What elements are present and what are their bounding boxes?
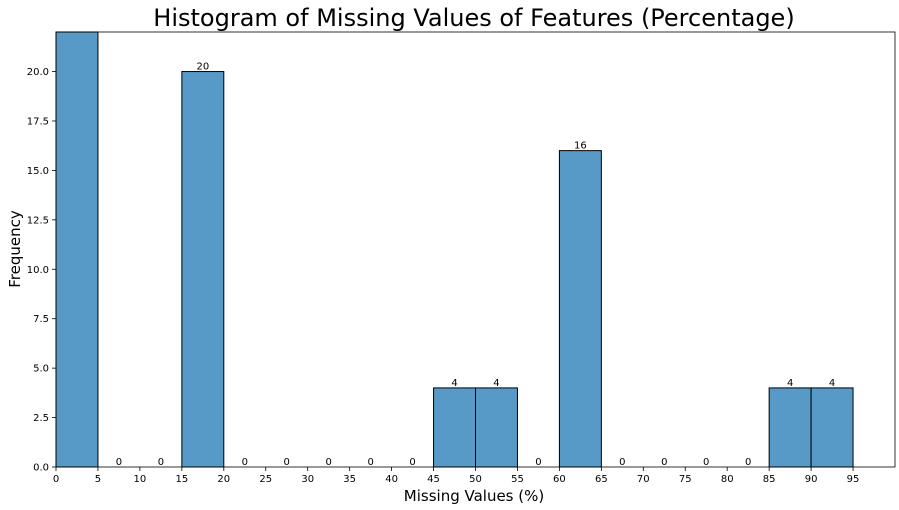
- x-axis-ticks: 0 5 10 15 20 25 30 35 40 45 50 55 60 65 70 75 80 85 90 95: [53, 467, 860, 485]
- y-tick-label: 0.0: [33, 463, 49, 474]
- bar-value-label: 4: [451, 378, 457, 389]
- x-tick-label: 85: [763, 474, 776, 485]
- y-tick-label: 17.5: [27, 116, 49, 127]
- x-tick-label: 70: [637, 474, 650, 485]
- x-tick-label: 20: [217, 474, 230, 485]
- x-tick-label: 90: [805, 474, 818, 485]
- bar-value-label: 0: [325, 457, 331, 468]
- y-tick-label: 7.5: [33, 314, 49, 325]
- y-axis-ticks: 0.0 2.5 5.0 7.5 10.0 12.5 15.0 17.5 20.0: [27, 67, 56, 474]
- histogram-bar: [433, 387, 476, 468]
- bar-value-label: 20: [196, 62, 209, 73]
- y-tick-label: 10.0: [27, 265, 49, 276]
- x-tick-label: 40: [385, 474, 398, 485]
- bar-value-label: 16: [574, 141, 587, 152]
- histogram-bar: [181, 71, 225, 468]
- y-tick-label: 15.0: [27, 166, 49, 177]
- histogram-bar: [475, 387, 518, 468]
- x-tick-label: 30: [301, 474, 314, 485]
- bar-value-label: 4: [493, 378, 499, 389]
- data-labels-group: 0 0 20 0 0 0 0 0 4 4 0 16 0 0 0 0 4 4: [116, 62, 836, 468]
- x-tick-label: 50: [469, 474, 482, 485]
- bar-value-label: 0: [535, 457, 541, 468]
- y-tick-label: 2.5: [33, 413, 49, 424]
- x-tick-label: 75: [679, 474, 692, 485]
- x-tick-label: 95: [847, 474, 860, 485]
- bar-value-label: 4: [829, 378, 835, 389]
- bar-value-label: 0: [409, 457, 415, 468]
- bar-value-label: 0: [242, 457, 248, 468]
- histogram-bar: [55, 31, 99, 468]
- bar-value-label: 0: [619, 457, 625, 468]
- bar-value-label: 0: [661, 457, 667, 468]
- x-tick-label: 35: [343, 474, 356, 485]
- x-tick-label: 0: [53, 474, 59, 485]
- x-tick-label: 25: [259, 474, 272, 485]
- x-tick-label: 5: [95, 474, 101, 485]
- x-tick-label: 60: [553, 474, 566, 485]
- bar-value-label: 0: [158, 457, 164, 468]
- x-axis-label: Missing Values (%): [404, 487, 544, 505]
- y-tick-label: 20.0: [27, 67, 49, 78]
- chart-title: Histogram of Missing Values of Features …: [153, 4, 794, 32]
- x-tick-label: 10: [134, 474, 147, 485]
- bar-value-label: 0: [703, 457, 709, 468]
- bar-value-label: 0: [745, 457, 751, 468]
- y-tick-label: 5.0: [33, 364, 49, 375]
- bar-value-label: 0: [367, 457, 373, 468]
- histogram-bar: [810, 387, 854, 468]
- x-tick-label: 45: [427, 474, 440, 485]
- bar-value-label: 0: [284, 457, 290, 468]
- x-tick-label: 65: [595, 474, 608, 485]
- x-tick-label: 15: [175, 474, 188, 485]
- x-tick-label: 55: [511, 474, 524, 485]
- x-tick-label: 80: [721, 474, 734, 485]
- bars-group: [55, 31, 854, 468]
- bar-value-label: 4: [787, 378, 793, 389]
- bar-value-label: 0: [116, 457, 122, 468]
- histogram-bar: [558, 150, 602, 468]
- y-axis-label: Frequency: [6, 210, 24, 288]
- histogram-bar: [768, 387, 812, 468]
- y-tick-label: 12.5: [27, 215, 49, 226]
